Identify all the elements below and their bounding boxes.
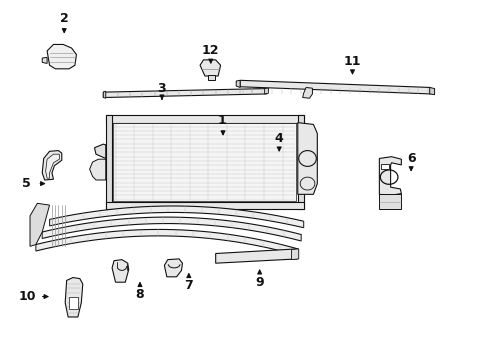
Polygon shape (298, 116, 304, 209)
Polygon shape (42, 57, 47, 63)
Polygon shape (65, 278, 83, 317)
Text: 6: 6 (407, 152, 416, 165)
Polygon shape (292, 249, 299, 260)
Polygon shape (430, 87, 435, 95)
Polygon shape (103, 91, 106, 98)
Text: 9: 9 (255, 276, 264, 289)
Polygon shape (90, 159, 106, 180)
Polygon shape (106, 116, 304, 123)
Text: 7: 7 (184, 279, 193, 292)
Polygon shape (381, 164, 389, 169)
Polygon shape (36, 229, 298, 255)
Text: 1: 1 (217, 114, 226, 127)
Polygon shape (69, 297, 78, 309)
Polygon shape (303, 87, 313, 98)
Polygon shape (208, 75, 215, 80)
Polygon shape (200, 60, 220, 76)
Text: 4: 4 (275, 132, 284, 145)
Text: 3: 3 (158, 82, 166, 95)
Text: 12: 12 (202, 44, 220, 57)
Polygon shape (47, 44, 76, 69)
Polygon shape (379, 157, 401, 195)
Polygon shape (216, 249, 298, 263)
Polygon shape (236, 80, 240, 87)
Text: 5: 5 (22, 177, 30, 190)
Polygon shape (46, 154, 59, 178)
Polygon shape (240, 80, 431, 94)
Polygon shape (379, 194, 401, 209)
Polygon shape (95, 144, 106, 158)
Text: 10: 10 (19, 290, 36, 303)
Polygon shape (106, 116, 112, 209)
Text: 8: 8 (136, 288, 144, 301)
Polygon shape (265, 88, 269, 94)
Polygon shape (112, 260, 129, 282)
Polygon shape (42, 150, 62, 180)
Polygon shape (113, 123, 296, 201)
Polygon shape (164, 259, 182, 277)
Polygon shape (106, 202, 304, 209)
Polygon shape (42, 217, 301, 241)
Polygon shape (30, 203, 49, 246)
Polygon shape (298, 123, 318, 194)
Polygon shape (49, 206, 304, 228)
Text: 11: 11 (344, 55, 361, 68)
Polygon shape (103, 89, 267, 98)
Text: 2: 2 (60, 12, 69, 25)
